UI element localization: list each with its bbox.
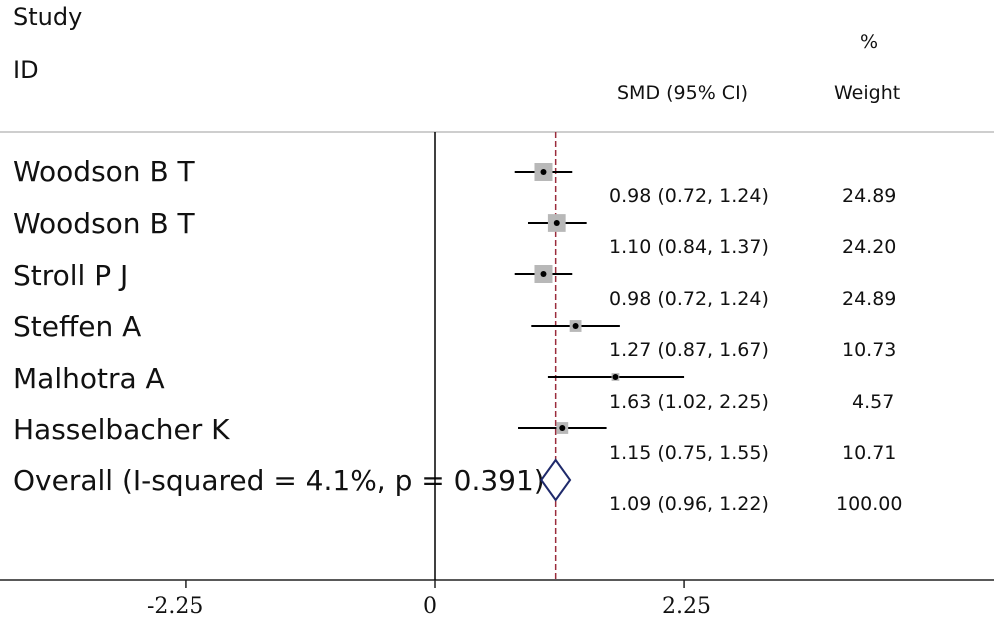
study-label: Malhotra A bbox=[13, 362, 165, 395]
overall-label: Overall (I-squared = 4.1%, p = 0.391) bbox=[13, 464, 545, 497]
id-header: ID bbox=[13, 56, 39, 84]
study-label: Steffen A bbox=[13, 310, 142, 343]
ci-text: 1.27 (0.87, 1.67) bbox=[609, 339, 769, 361]
x-tick-label: 0 bbox=[423, 594, 437, 619]
weight-text: 4.57 bbox=[852, 391, 895, 413]
weight-text: 24.89 bbox=[842, 288, 897, 310]
study-label: Hasselbacher K bbox=[13, 413, 230, 446]
effect-header: SMD (95% CI) bbox=[617, 82, 749, 104]
ci-text: 1.15 (0.75, 1.55) bbox=[609, 442, 769, 464]
point-estimate bbox=[540, 169, 547, 175]
ci-text: 1.63 (1.02, 2.25) bbox=[609, 391, 769, 413]
overall-diamond bbox=[540, 458, 572, 502]
point-estimate bbox=[572, 323, 579, 329]
overall-ci-text: 1.09 (0.96, 1.22) bbox=[609, 493, 769, 515]
point-estimate bbox=[553, 220, 560, 226]
x-tick-label: -2.25 bbox=[147, 594, 204, 619]
study-header: Study bbox=[13, 3, 83, 31]
weight-text: 10.71 bbox=[842, 442, 897, 464]
weight-text: 24.89 bbox=[842, 185, 897, 207]
weight-header: Weight bbox=[834, 82, 901, 104]
ci-text: 1.10 (0.84, 1.37) bbox=[609, 236, 769, 258]
weight-text: 10.73 bbox=[842, 339, 897, 361]
study-label: Woodson B T bbox=[13, 207, 195, 240]
study-label: Stroll P J bbox=[13, 259, 129, 292]
x-tick-label: 2.25 bbox=[662, 594, 711, 619]
ci-text: 0.98 (0.72, 1.24) bbox=[609, 185, 769, 207]
study-label: Woodson B T bbox=[13, 155, 195, 188]
overall-weight-text: 100.00 bbox=[836, 493, 903, 515]
ci-text: 0.98 (0.72, 1.24) bbox=[609, 288, 769, 310]
weight-pct-header: % bbox=[860, 31, 879, 53]
point-estimate bbox=[612, 374, 619, 380]
weight-text: 24.20 bbox=[842, 236, 897, 258]
point-estimate bbox=[540, 271, 547, 277]
point-estimate bbox=[559, 425, 566, 431]
